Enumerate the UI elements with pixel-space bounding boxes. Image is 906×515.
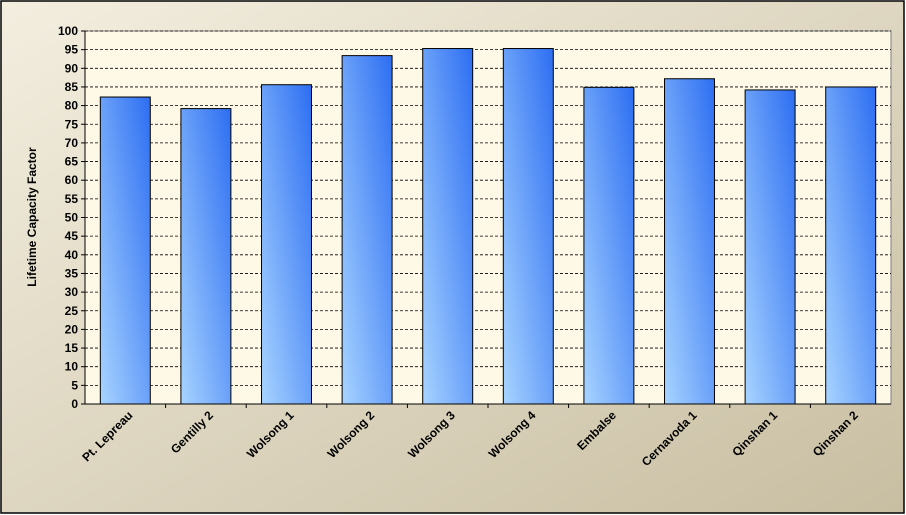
bar-wolsong-1 [261, 84, 312, 405]
y-tick-label: 0 [71, 397, 78, 411]
y-tick-label: 95 [65, 43, 79, 57]
bar-qinshan-1 [744, 89, 796, 405]
y-tick-label: 60 [65, 173, 79, 187]
bar-wolsong-4 [502, 48, 554, 405]
y-tick-label: 65 [65, 155, 79, 169]
y-tick-label: 15 [65, 341, 79, 355]
y-tick-label: 90 [65, 61, 79, 75]
y-tick-label: 5 [71, 378, 78, 392]
y-tick-label: 50 [65, 211, 79, 225]
y-tick-label: 35 [65, 266, 79, 280]
y-tick-label: 30 [65, 285, 79, 299]
y-tick-label: 80 [65, 99, 79, 113]
bar-pt-lepreau [99, 96, 151, 405]
y-tick-label: 40 [65, 248, 79, 262]
bar-cernavoda-1 [664, 78, 715, 405]
bar-wolsong-3 [422, 48, 474, 405]
y-tick-label: 10 [65, 360, 79, 374]
y-tick-label: 20 [65, 322, 79, 336]
bar-wolsong-2 [341, 55, 393, 405]
y-tick-label: 75 [65, 117, 79, 131]
bars [99, 48, 877, 405]
y-tick-label: 25 [65, 304, 79, 318]
y-tick-label: 70 [65, 136, 79, 150]
bar-embalse [583, 86, 635, 405]
y-tick-label: 100 [58, 24, 78, 38]
y-tick-label: 45 [65, 229, 79, 243]
y-tick-label: 85 [65, 80, 79, 94]
y-axis-title: Lifetime Capacity Factor [25, 147, 39, 287]
bar-qinshan-2 [825, 86, 877, 405]
bar-gentilly-2 [180, 108, 232, 405]
y-tick-label: 55 [65, 192, 79, 206]
y-axis: 0 5 10 15 20 25 30 35 40 45 50 55 60 65 70 75 80 85 90 95 10… [58, 24, 86, 411]
